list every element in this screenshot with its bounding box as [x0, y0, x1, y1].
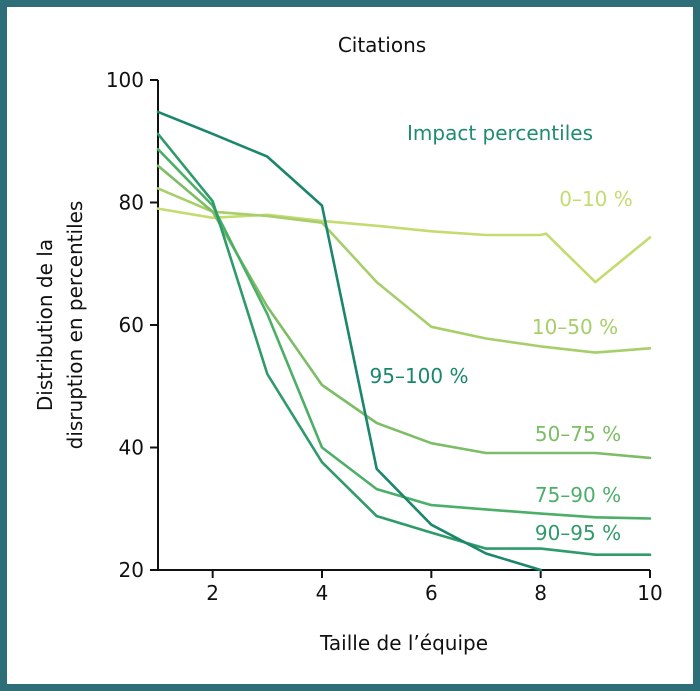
series-label-50-75: 50–75 %: [535, 422, 621, 446]
series-label-10-50: 10–50 %: [532, 315, 618, 339]
series-label-90-95: 90–95 %: [535, 521, 621, 545]
series-layer: [156, 110, 652, 572]
y-tick-label: 100: [106, 68, 144, 92]
y-axis-label-line-2: disruption en percentiles: [63, 201, 87, 450]
series-line-10-50: [156, 187, 652, 354]
x-tick-label: 4: [316, 581, 329, 605]
x-tick-label: 10: [637, 581, 662, 605]
y-axis-label-line-1: Distribution de la: [33, 239, 57, 411]
axes: 20 40 60 80 100 2 4 6 8 10: [106, 68, 663, 605]
legend-title: Impact percentiles: [407, 121, 593, 145]
y-axis-label: Distribution de la disruption en percent…: [33, 201, 87, 450]
series-label-75-90: 75–90 %: [535, 483, 621, 507]
series-line-90-95: [156, 132, 652, 557]
chart-title: Citations: [338, 33, 426, 57]
y-tick-label: 60: [119, 313, 144, 337]
series-line-95-100: [156, 110, 543, 572]
x-tick-label: 8: [534, 581, 547, 605]
x-tick-label: 2: [206, 581, 219, 605]
y-tick-label: 40: [119, 436, 144, 460]
series-label-95-100: 95–100 %: [370, 364, 469, 388]
x-axis-label: Taille de l’équipe: [319, 631, 488, 655]
series-labels: 0–10 % 10–50 % 50–75 % 75–90 % 90–95 % 95–100…: [370, 187, 633, 545]
x-tick-label: 6: [425, 581, 438, 605]
y-tick-label: 80: [119, 191, 144, 215]
series-label-0-10: 0–10 %: [559, 187, 633, 211]
y-tick-label: 20: [119, 558, 144, 582]
